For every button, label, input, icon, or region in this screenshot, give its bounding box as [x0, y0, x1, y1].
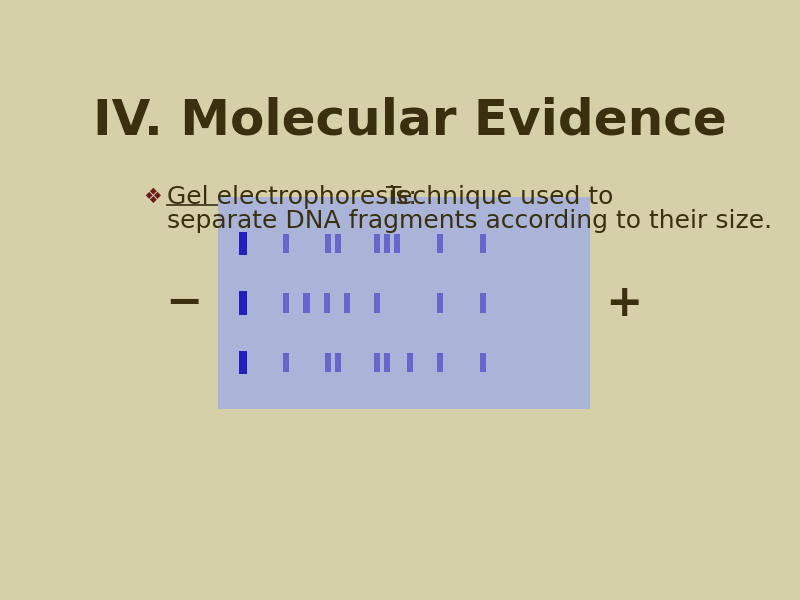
Bar: [437, 293, 443, 313]
Bar: [325, 353, 331, 372]
Bar: [394, 234, 400, 253]
Bar: [480, 234, 486, 253]
Bar: [238, 292, 246, 314]
Bar: [480, 353, 486, 372]
Bar: [480, 293, 486, 313]
Text: IV. Molecular Evidence: IV. Molecular Evidence: [93, 97, 727, 145]
Bar: [283, 353, 289, 372]
Bar: [283, 293, 289, 313]
Bar: [344, 293, 350, 313]
Bar: [324, 293, 330, 313]
Bar: [283, 234, 289, 253]
Bar: [335, 353, 341, 372]
Bar: [303, 293, 310, 313]
Text: Technique used to: Technique used to: [370, 185, 613, 209]
Bar: [437, 353, 443, 372]
Bar: [238, 351, 246, 374]
Text: ❖: ❖: [143, 187, 162, 207]
Bar: [335, 234, 341, 253]
Text: Gel electrophoresis:: Gel electrophoresis:: [167, 185, 417, 209]
Bar: [407, 353, 413, 372]
Text: −: −: [165, 281, 202, 325]
Bar: [384, 234, 390, 253]
Bar: [238, 232, 246, 255]
Bar: [374, 234, 380, 253]
Bar: [437, 234, 443, 253]
Text: +: +: [606, 281, 642, 325]
Bar: [374, 293, 380, 313]
Bar: [325, 234, 331, 253]
Bar: [384, 353, 390, 372]
Bar: [218, 197, 590, 409]
Text: separate DNA fragments according to their size.: separate DNA fragments according to thei…: [167, 209, 772, 233]
Bar: [374, 353, 380, 372]
